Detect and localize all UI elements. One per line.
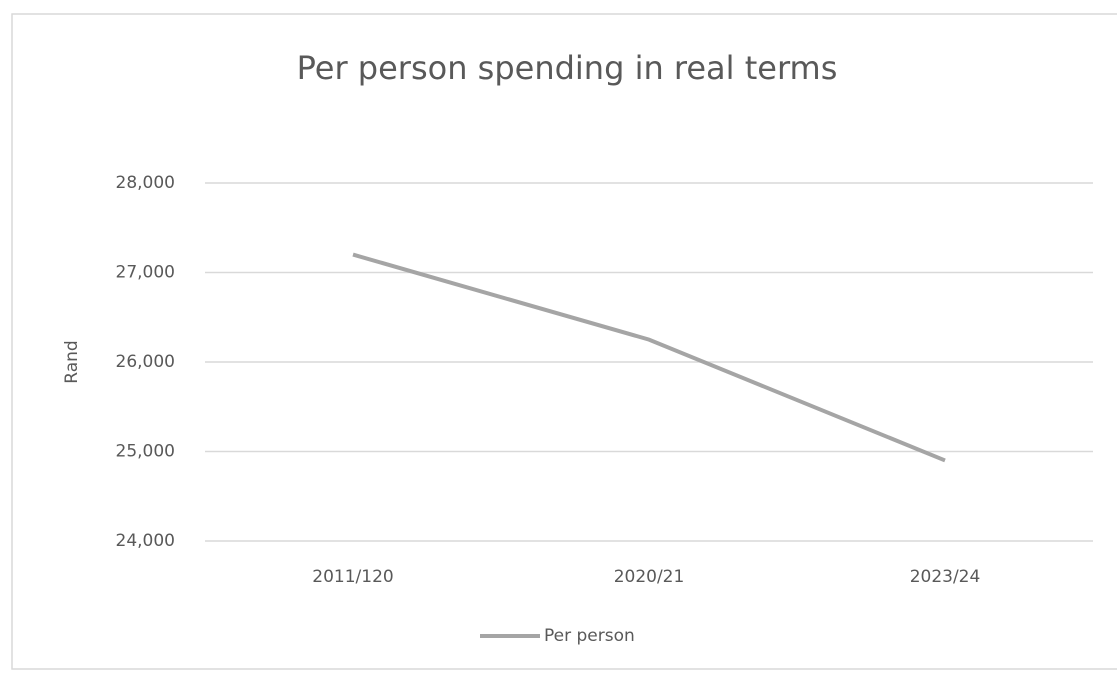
y-axis-label: Rand <box>62 340 82 383</box>
y-tick-label: 26,000 <box>116 352 175 372</box>
chart-border <box>11 13 1117 670</box>
x-tick-label: 2023/24 <box>910 567 981 587</box>
y-tick-label: 25,000 <box>116 442 175 462</box>
y-tick-label: 28,000 <box>116 173 175 193</box>
chart-title: Per person spending in real terms <box>297 49 838 87</box>
y-tick-label: 27,000 <box>116 263 175 283</box>
x-tick-label: 2011/120 <box>312 567 393 587</box>
line-series <box>352 252 946 463</box>
y-tick-label: 24,000 <box>116 531 175 551</box>
legend-label: Per person <box>544 626 635 646</box>
x-tick-label: 2020/21 <box>614 567 685 587</box>
